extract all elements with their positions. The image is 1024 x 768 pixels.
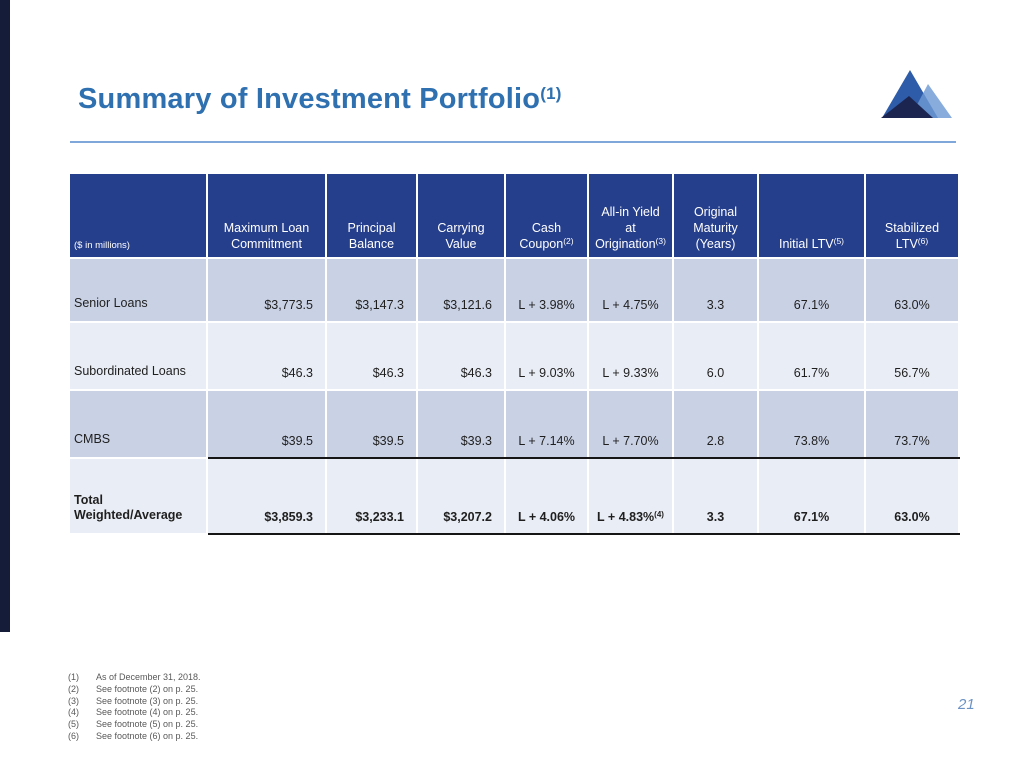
header-max-loan-commitment: Maximum Loan Commitment [206,172,327,259]
header-unit-label: ($ in millions) [68,172,208,259]
footnote-5: (5) See footnote (5) on p. 25. [68,719,199,730]
page-title-text: Summary of Investment Portfolio [78,83,541,115]
table-row-subordinated-loans: Subordinated Loans $46.3 $46.3 $46.3 L +… [68,321,960,391]
header-principal-balance: Principal Balance [325,172,418,259]
page-number: 21 [958,696,975,713]
title-divider [70,141,956,143]
table-header-row: ($ in millions) Maximum Loan Commitment … [68,172,960,259]
footnote-6: (6) See footnote (6) on p. 25. [68,730,199,741]
header-all-in-yield: All-in Yield at Origination(3) [587,172,674,259]
investment-portfolio-table: ($ in millions) Maximum Loan Commitment … [68,172,960,535]
header-stabilized-ltv: Stabilized LTV(6) [864,172,960,259]
header-initial-ltv: Initial LTV(5) [757,172,866,259]
footnote-3: (3) See footnote (3) on p. 25. [68,695,199,706]
page-title-footnote-ref: (1) [540,84,562,103]
left-accent-bar [0,0,10,632]
footnote-4: (4) See footnote (4) on p. 25. [68,707,199,718]
table-row-total-weighted-average: Total Weighted/Average $3,859.3 $3,233.1… [68,457,960,535]
footnote-2: (2) See footnote (2) on p. 25. [68,683,199,694]
table-row-cmbs: CMBS $39.5 $39.5 $39.3 L + 7.14% L + 7.7… [68,389,960,459]
footnote-1: (1) As of December 31, 2018. [68,672,201,682]
page-title: Summary of Investment Portfolio(1) [78,83,562,116]
mountain-logo-icon [881,70,952,118]
header-cash-coupon: Cash Coupon(2) [504,172,589,259]
header-carrying-value: Carrying Value [416,172,506,259]
table-row-senior-loans: Senior Loans $3,773.5 $3,147.3 $3,121.6 … [68,257,960,323]
header-original-maturity: Original Maturity (Years) [672,172,759,259]
footnotes: (1) As of December 31, 2018. (2) See footn… [68,672,201,743]
total-all-in-yield-footnote-ref: (4) [654,510,664,519]
